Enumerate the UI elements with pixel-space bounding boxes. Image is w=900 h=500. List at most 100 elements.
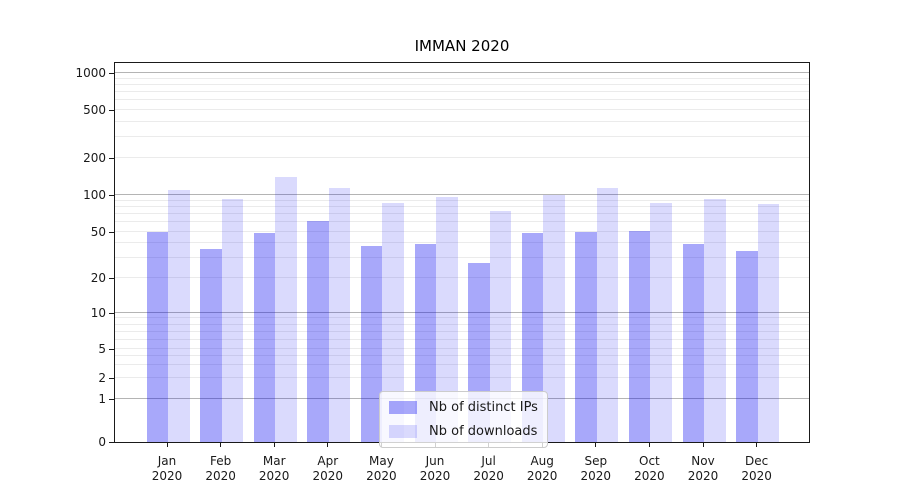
gridline (115, 194, 809, 195)
bar-distinct-ips (521, 233, 544, 442)
gridline (115, 330, 809, 332)
bar-distinct-ips (575, 232, 597, 442)
bar-distinct-ips (628, 230, 651, 442)
x-tick-label: Aug 2020 (526, 454, 558, 483)
x-tick-mark (273, 443, 275, 447)
bar-distinct-ips (200, 248, 222, 442)
y-tick-label: 200 (83, 151, 106, 165)
y-tick-label: 5 (98, 342, 106, 356)
x-tick-label: May 2020 (366, 454, 397, 483)
bar-downloads (328, 187, 351, 442)
legend-swatch-downloads (389, 425, 417, 438)
bar-downloads (275, 177, 297, 442)
x-tick-label: Oct 2020 (634, 454, 665, 483)
bar-downloads (382, 203, 404, 442)
gridline (115, 221, 809, 223)
gridline (115, 120, 809, 122)
x-tick-label: Mar 2020 (258, 454, 290, 483)
bar-downloads (596, 187, 619, 442)
y-tick-mark (109, 349, 114, 350)
gridline (115, 377, 809, 378)
x-tick-label: Jun 2020 (419, 454, 451, 483)
gridline (115, 348, 809, 349)
gridline (115, 205, 809, 207)
bar-downloads (489, 211, 512, 442)
bar-downloads (650, 203, 672, 442)
y-tick-label: 1000 (75, 66, 106, 80)
x-tick-mark (702, 443, 704, 447)
bar-distinct-ips (360, 245, 383, 442)
bar-downloads (757, 203, 780, 442)
x-tick-label: Nov 2020 (687, 454, 719, 483)
bar-distinct-ips (307, 220, 329, 442)
x-tick-label: Sep 2020 (580, 454, 612, 483)
bar-distinct-ips (736, 251, 758, 442)
bar-distinct-ips (146, 232, 168, 442)
gridline (115, 338, 809, 340)
legend-label-downloads: Nb of downloads (429, 424, 538, 439)
gridline (115, 77, 809, 79)
x-tick-label: Feb 2020 (205, 454, 236, 483)
x-tick-label: Jul 2020 (473, 454, 504, 483)
x-tick-mark (595, 443, 597, 447)
y-tick-label: 1 (98, 392, 106, 406)
gridline (115, 312, 809, 313)
gridline (115, 157, 809, 158)
y-tick-label: 50 (90, 225, 106, 239)
y-tick-mark (109, 399, 114, 400)
legend-label-distinct-ips: Nb of distinct IPs (429, 400, 538, 415)
x-tick-label: Jan 2020 (151, 454, 183, 483)
y-tick-mark (109, 73, 114, 74)
bar-distinct-ips (682, 244, 704, 442)
y-tick-mark (109, 278, 114, 279)
gridline (115, 231, 809, 232)
y-tick-mark (109, 158, 114, 159)
gridline (115, 213, 809, 215)
gridline (115, 277, 809, 278)
bar-downloads (221, 198, 244, 442)
y-tick-mark (109, 378, 114, 379)
y-tick-mark (109, 110, 114, 111)
y-tick-mark (109, 232, 114, 233)
legend-item-downloads: Nb of downloads (389, 421, 538, 442)
legend: Nb of distinct IPs Nb of downloads (379, 391, 548, 448)
gridline (115, 364, 809, 366)
gridline (115, 135, 809, 137)
gridline (115, 256, 809, 258)
y-tick-label: 20 (90, 271, 106, 285)
x-tick-mark (166, 443, 168, 447)
gridline (115, 109, 809, 110)
y-tick-label: 2 (98, 371, 106, 385)
bar-downloads (543, 195, 565, 442)
bar-downloads (168, 189, 190, 442)
bar-distinct-ips (253, 233, 276, 442)
y-tick-mark (109, 195, 114, 196)
gridline (115, 242, 809, 244)
gridline (115, 199, 809, 201)
gridline (115, 99, 809, 101)
y-tick-label: 100 (83, 188, 106, 202)
gridline (115, 83, 809, 85)
legend-swatch-distinct-ips (389, 401, 417, 414)
x-tick-mark (327, 443, 329, 447)
y-tick-label: 500 (83, 103, 106, 117)
y-tick-mark (109, 442, 114, 443)
chart-title: IMMAN 2020 (414, 37, 510, 55)
x-tick-label: Apr 2020 (312, 454, 344, 483)
bar-downloads (436, 197, 458, 442)
y-tick-mark (109, 313, 114, 314)
gridline (115, 91, 809, 93)
x-tick-mark (220, 443, 222, 447)
plot-area (114, 62, 810, 443)
x-tick-mark (756, 443, 758, 447)
x-tick-label: Dec 2020 (741, 454, 772, 483)
y-tick-label: 0 (98, 435, 106, 449)
gridline (115, 355, 809, 357)
gridline (115, 72, 809, 73)
y-tick-label: 10 (90, 306, 106, 320)
legend-item-distinct-ips: Nb of distinct IPs (389, 397, 538, 418)
gridline (115, 317, 809, 319)
bar-downloads (704, 198, 726, 442)
x-tick-mark (648, 443, 650, 447)
